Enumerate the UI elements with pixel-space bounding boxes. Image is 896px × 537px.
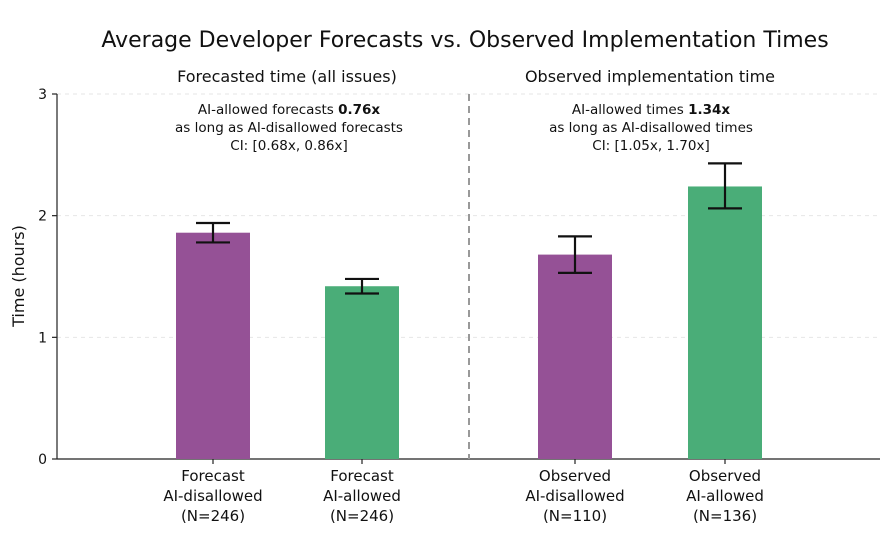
error-bars: [196, 162, 742, 295]
y-tick-label: 0: [38, 452, 47, 468]
y-tick-label: 2: [38, 209, 47, 225]
bar: [176, 232, 250, 459]
bar: [538, 254, 612, 459]
panel-subtitle-observed: Observed implementation time: [525, 67, 775, 86]
x-tick-label: AI-allowed: [323, 487, 401, 505]
annotation-forecast: AI-allowed forecasts 0.76x as long as AI…: [175, 102, 403, 154]
x-tick-label: (N=110): [543, 507, 607, 525]
y-ticks: 0 1 2 3: [38, 87, 57, 468]
x-tick-label: Forecast: [181, 467, 245, 485]
annotation-forecast-line1: AI-allowed forecasts 0.76x: [198, 102, 381, 118]
x-tick-label: AI-allowed: [686, 487, 764, 505]
y-tick-label: 1: [38, 330, 47, 346]
bars: [176, 186, 762, 459]
panel-subtitle-forecast: Forecasted time (all issues): [177, 67, 397, 86]
annotation-observed-line1: AI-allowed times 1.34x: [572, 102, 730, 118]
annotation-observed-ci: CI: [1.05x, 1.70x]: [592, 138, 709, 154]
bar: [688, 186, 762, 459]
annotation-observed-prefix: AI-allowed times: [572, 102, 688, 118]
x-tick-label: Observed: [689, 467, 761, 485]
y-tick-label: 3: [38, 87, 47, 103]
annotation-forecast-ci: CI: [0.68x, 0.86x]: [230, 138, 347, 154]
x-tick-label: Forecast: [330, 467, 394, 485]
annotation-forecast-value: 0.76x: [338, 102, 380, 118]
annotation-observed: AI-allowed times 1.34x as long as AI-dis…: [549, 102, 753, 154]
annotation-observed-line2: as long as AI-disallowed times: [549, 120, 753, 136]
annotation-forecast-prefix: AI-allowed forecasts: [198, 102, 338, 118]
annotation-forecast-line2: as long as AI-disallowed forecasts: [175, 120, 403, 136]
x-tick-label: AI-disallowed: [163, 487, 262, 505]
x-tick-label: (N=136): [693, 507, 757, 525]
y-axis-label: Time (hours): [9, 225, 28, 328]
bar: [325, 286, 399, 459]
category-labels: Forecast AI-disallowed (N=246) Forecast AI-a…: [163, 459, 764, 525]
annotation-observed-value: 1.34x: [688, 102, 730, 118]
chart-title: Average Developer Forecasts vs. Observed…: [101, 28, 828, 53]
x-tick-label: (N=246): [181, 507, 245, 525]
x-tick-label: (N=246): [330, 507, 394, 525]
x-tick-label: Observed: [539, 467, 611, 485]
x-tick-label: AI-disallowed: [525, 487, 624, 505]
